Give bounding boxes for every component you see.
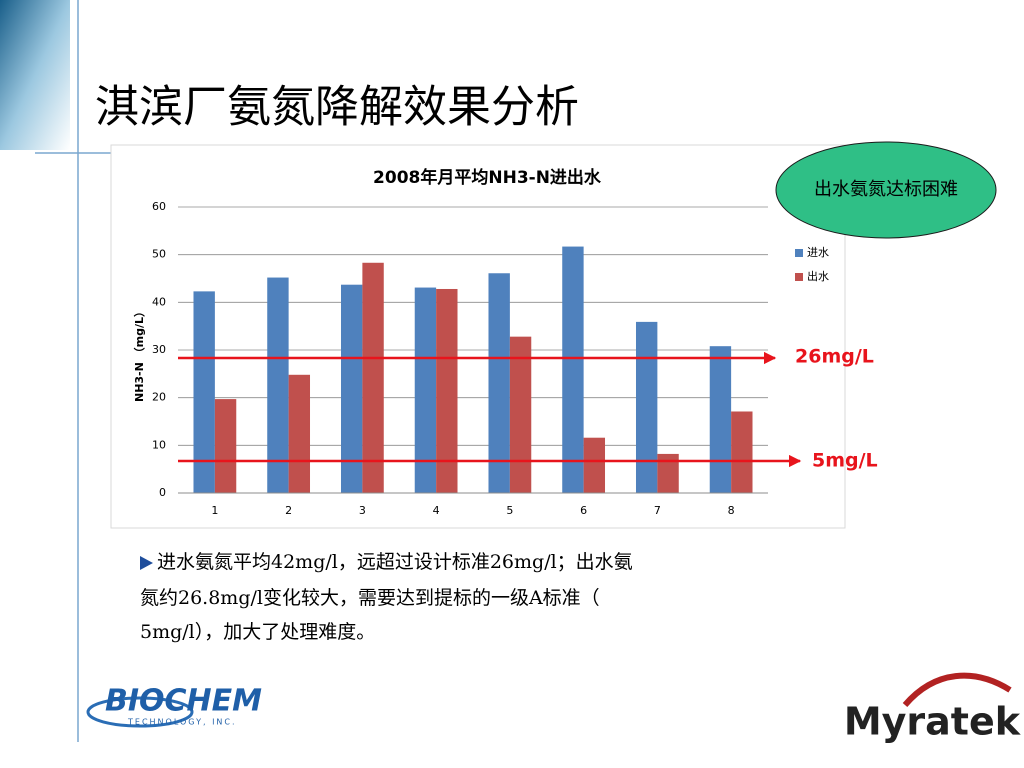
bar (657, 453, 679, 493)
bullet-line: 5mg/l），加大了处理难度。 (140, 621, 375, 643)
legend-swatch (795, 249, 803, 257)
bullet-line: 进水氨氮平均42mg/l，远超过设计标准26mg/l；出水氨 (157, 551, 633, 573)
bar (509, 336, 532, 493)
annotation: 26mg/L (795, 346, 874, 368)
y-tick-label: 20 (152, 391, 166, 404)
bar (436, 288, 458, 493)
x-tick-label: 5 (506, 504, 513, 517)
logo-arc (902, 672, 1012, 707)
bar (562, 246, 584, 493)
legend-label: 进水 (807, 246, 829, 259)
logo-right: Myratek (844, 700, 1021, 744)
x-tick-label: 4 (433, 504, 440, 517)
y-tick-label: 50 (152, 248, 166, 261)
chart-title: 2008年月平均NH3-N进出水 (373, 167, 602, 188)
bar (414, 287, 437, 493)
logo-left: BIOCHEM (105, 684, 262, 719)
y-tick-label: 30 (152, 343, 166, 356)
bar (635, 321, 658, 493)
bar (362, 262, 384, 493)
bar (709, 346, 732, 493)
bar (583, 437, 606, 493)
annotation: 5mg/L (812, 450, 878, 472)
legend-label: 出水 (807, 269, 829, 283)
y-tick-label: 0 (159, 486, 166, 499)
x-tick-label: 7 (654, 504, 661, 517)
bar (488, 273, 510, 493)
logo-swoosh (86, 696, 194, 728)
x-tick-label: 6 (580, 504, 587, 517)
y-axis-label: NH3-N （mg/L） (133, 306, 146, 402)
bar (731, 411, 753, 493)
x-tick-label: 3 (359, 504, 366, 517)
bar (214, 399, 237, 493)
bar (193, 291, 215, 493)
bullet-marker (140, 556, 153, 570)
y-tick-label: 40 (152, 295, 166, 308)
x-tick-label: 8 (728, 504, 735, 517)
bar (267, 277, 289, 493)
bullet-line: 氮约26.8mg/l变化较大，需要达到提标的一级A标准（ (140, 587, 600, 609)
callout-shape (775, 141, 997, 239)
callout-text: 出水氨氮达标困难 (814, 179, 958, 200)
y-tick-label: 10 (152, 438, 166, 451)
y-tick-label: 60 (152, 200, 166, 213)
slide-title: 淇滨厂氨氮降解效果分析 (95, 82, 579, 133)
bar (288, 374, 311, 493)
x-tick-label: 2 (285, 504, 292, 517)
legend-swatch (795, 273, 803, 281)
x-tick-label: 1 (211, 504, 218, 517)
logo-left-sub: TECHNOLOGY, INC. (127, 718, 237, 727)
bar (340, 284, 363, 493)
decor-image (0, 0, 70, 150)
